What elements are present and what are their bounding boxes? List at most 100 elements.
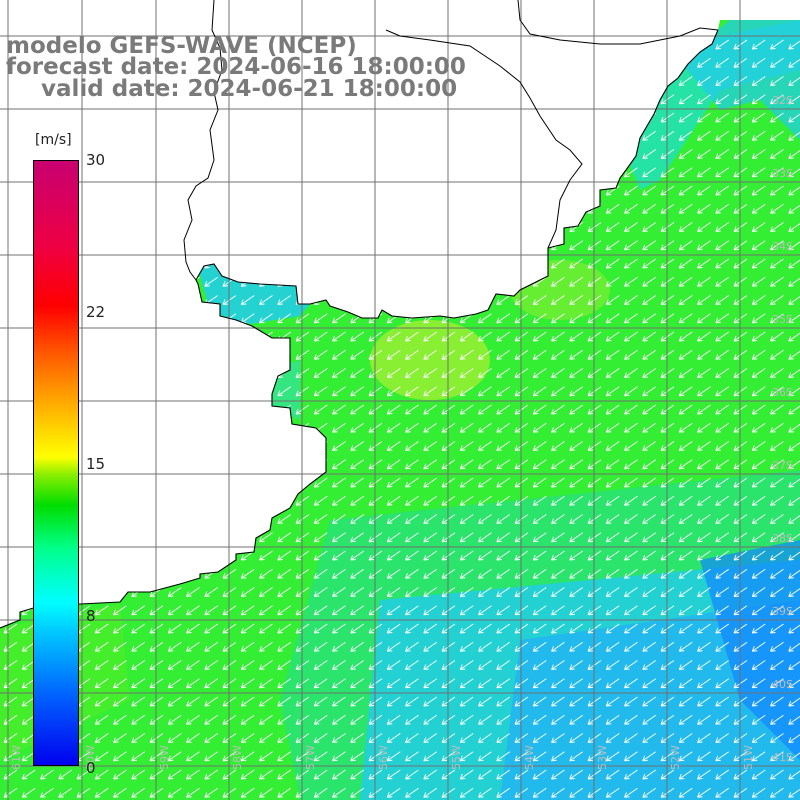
wind-arrow (240, 641, 255, 652)
wind-arrow (715, 404, 730, 415)
wind-arrow (715, 276, 730, 287)
wind-arrow (478, 331, 492, 342)
wind-arrow (167, 769, 182, 780)
wind-arrow (532, 477, 547, 488)
wind-arrow (313, 550, 328, 561)
wind-arrow (423, 386, 438, 397)
wind-arrow (642, 222, 657, 232)
wind-arrow (478, 349, 492, 360)
wind-arrow (277, 660, 292, 670)
wind-arrow (259, 313, 273, 324)
wind-arrow (551, 477, 565, 488)
wind-arrow (478, 404, 492, 415)
wind-arrow (678, 441, 693, 451)
wind-arrow (131, 641, 146, 652)
wind-arrow (405, 660, 419, 670)
wind-arrow (678, 313, 693, 324)
wind-arrow (715, 130, 730, 141)
wind-arrow (423, 441, 438, 451)
wind-arrow (423, 404, 438, 415)
wind-arrow (551, 641, 565, 652)
wind-arrow (605, 203, 620, 214)
wind-arrow (551, 587, 565, 597)
wind-arrow (642, 404, 657, 415)
wind-arrow (770, 751, 784, 762)
wind-arrow (386, 751, 401, 762)
wind-arrow (715, 623, 730, 634)
wind-arrow (642, 514, 657, 524)
wind-arrow (259, 587, 273, 597)
wind-arrow (423, 678, 438, 689)
wind-arrow (569, 368, 584, 378)
wind-arrow (405, 495, 419, 506)
wind-arrow (569, 276, 584, 287)
wind-arrow (751, 751, 766, 762)
wind-arrow (313, 787, 328, 798)
wind-arrow (386, 605, 401, 616)
wind-arrow (715, 714, 730, 725)
wind-arrow (459, 641, 474, 652)
wind-arrow (770, 295, 784, 305)
colorbar-tick: 15 (86, 455, 106, 473)
wind-arrow (313, 313, 328, 324)
wind-arrow (697, 331, 711, 342)
wind-arrow (131, 733, 146, 743)
wind-arrow (478, 678, 492, 689)
wind-arrow (697, 714, 711, 725)
wind-arrow (386, 623, 401, 634)
wind-arrow (569, 441, 584, 451)
wind-arrow (751, 422, 766, 433)
wind-arrow (350, 787, 365, 798)
wind-arrow (76, 769, 91, 780)
wind-arrow (551, 386, 565, 397)
wind-arrow (350, 386, 365, 397)
wind-arrow (770, 568, 784, 579)
wind-arrow (259, 787, 273, 798)
wind-arrow (624, 167, 638, 178)
wind-arrow (167, 714, 182, 725)
wind-arrow (496, 660, 511, 670)
wind-arrow (113, 733, 127, 743)
wind-arrow (386, 459, 401, 470)
wind-arrow (715, 532, 730, 543)
wind-arrow (751, 678, 766, 689)
wind-arrow (697, 441, 711, 451)
wind-arrow (277, 714, 292, 725)
wind-arrow (332, 459, 346, 470)
wind-arrow (496, 514, 511, 524)
wind-arrow (496, 714, 511, 725)
wind-arrow (423, 623, 438, 634)
wind-arrow (697, 368, 711, 378)
wind-arrow (697, 76, 711, 86)
wind-arrow (751, 349, 766, 360)
wind-arrow (624, 714, 638, 725)
wind-arrow (770, 349, 784, 360)
wind-arrow (386, 550, 401, 561)
wind-arrow (423, 368, 438, 378)
wind-arrow (551, 696, 565, 707)
wind-arrow (605, 368, 620, 378)
wind-arrow (405, 751, 419, 762)
wind-arrow (678, 477, 693, 488)
wind-arrow (204, 660, 219, 670)
wind-arrow (697, 404, 711, 415)
wind-arrow (551, 349, 565, 360)
wind-arrow (259, 696, 273, 707)
wind-arrow (715, 696, 730, 707)
wind-arrow (642, 787, 657, 798)
wind-arrow (459, 587, 474, 597)
wind-arrow (277, 313, 292, 324)
wind-arrow (624, 258, 638, 269)
wind-arrow (715, 514, 730, 524)
wind-arrow (751, 641, 766, 652)
wind-arrow (94, 641, 109, 652)
wind-arrow (423, 568, 438, 579)
wind-arrow (678, 130, 693, 141)
wind-arrow (386, 368, 401, 378)
wind-arrow (642, 185, 657, 196)
wind-arrow (551, 660, 565, 670)
wind-arrow (386, 587, 401, 597)
wind-arrow (277, 605, 292, 616)
wind-arrow (697, 240, 711, 251)
wind-arrow (386, 386, 401, 397)
